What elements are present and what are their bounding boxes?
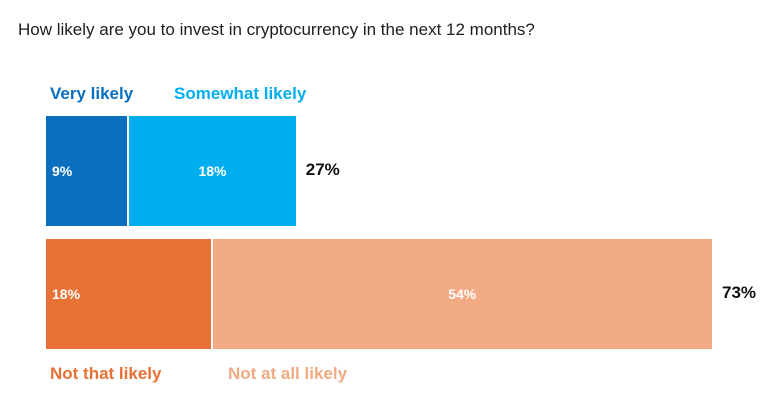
data-label: 9% [52, 163, 73, 179]
bar-segment-very-likely: 9% [46, 116, 128, 226]
bar-segment-not-that-likely: 18% [46, 239, 211, 349]
legend-not-that-likely: Not that likely [50, 364, 162, 383]
legend-very-likely: Very likely [50, 84, 134, 103]
legend-not-at-all-likely: Not at all likely [228, 364, 348, 383]
chart-title: How likely are you to invest in cryptocu… [18, 20, 535, 39]
bar-segment-not-at-all-likely: 54% [212, 239, 712, 349]
legend-somewhat-likely: Somewhat likely [174, 84, 307, 103]
data-label: 18% [198, 163, 227, 179]
bar-total-label: 73% [722, 283, 757, 302]
data-label: 18% [52, 286, 81, 302]
bar-total-label: 27% [305, 160, 340, 179]
bar-segment-somewhat-likely: 18% [129, 116, 296, 226]
data-label: 54% [448, 286, 477, 302]
